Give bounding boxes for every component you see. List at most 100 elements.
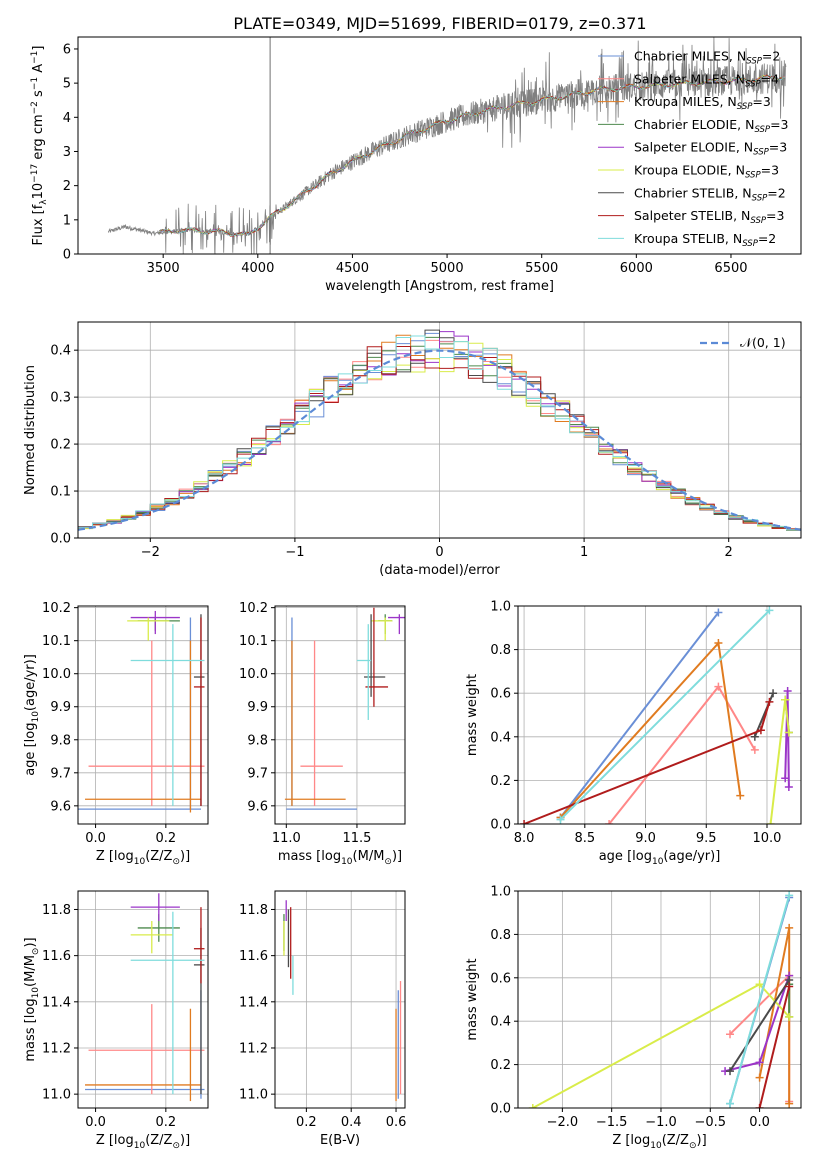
weight-marker — [765, 697, 774, 706]
legend-entry: Salpeter ELODIE, NSSP=3 — [634, 140, 787, 158]
residual-histogram — [78, 335, 801, 538]
x-tick-label: 5000 — [431, 261, 464, 276]
weight-marker — [726, 1099, 735, 1108]
weight-vs-metallicity-panel: −2.0 −1.5 −1.0 −0.5 0.0 0.0 0.2 0.4 0.6 0.8 1.0 Z [… — [465, 885, 802, 1151]
x-tick-label: −0.5 — [694, 1115, 726, 1130]
weight-marker — [785, 923, 794, 932]
label-part: A — [31, 64, 46, 77]
x-tick-label: 0.0 — [749, 1115, 770, 1130]
x-axis-label: Z [log10(Z/Z⊙)] — [96, 1133, 190, 1151]
axes-box — [77, 890, 209, 1109]
x-tick-label: −1 — [285, 545, 304, 560]
y-tick-label: 0.2 — [490, 1058, 511, 1073]
plot-area — [78, 329, 801, 538]
legend-entry: Salpeter STELIB, NSSP=3 — [634, 208, 784, 226]
y-tick-label: 0.6 — [490, 687, 511, 702]
legend-subscript: SSP — [742, 239, 758, 249]
y-tick-label: 9.6 — [247, 799, 268, 814]
y-tick-label: 9.9 — [247, 700, 268, 715]
age-vs-metallicity-panel: 0.0 0.29.69.79.89.910.010.110.2Z [log10(Z… — [23, 601, 209, 867]
legend-name: Salpeter STELIB, N — [634, 208, 750, 223]
legend-subscript: SSP — [750, 216, 766, 226]
legend-entry: Kroupa MILES, NSSP=3 — [634, 94, 771, 112]
legend-name: Kroupa STELIB, N — [634, 231, 742, 246]
y-tick-label: 0.2 — [490, 774, 511, 789]
weight-marker — [756, 726, 765, 735]
x-tick-label: 6500 — [714, 261, 747, 276]
label-part: 10 — [652, 857, 664, 867]
axes-box — [517, 605, 802, 825]
weight-marker — [784, 728, 793, 737]
x-tick-label: 9.5 — [696, 831, 717, 846]
legend-entry: Chabrier MILES, NSSP=2 — [634, 49, 780, 67]
y-tick-label: 1 — [63, 213, 71, 228]
label-part: 10 — [134, 1141, 146, 1151]
label-part: mass [log — [23, 998, 38, 1061]
legend-name: Kroupa ELODIE, N — [634, 163, 745, 178]
weight-marker — [781, 774, 790, 783]
label-part: ⊙ — [31, 948, 41, 956]
y-tick-label: 6 — [63, 42, 71, 57]
weight-marker — [785, 982, 794, 991]
legend-name: Salpeter MILES, N — [634, 71, 745, 86]
y-axis-label: Normed distribution — [23, 365, 38, 495]
label-part: Flux [f — [31, 204, 46, 245]
x-tick-label: 1 — [580, 545, 588, 560]
label-part: Z [log — [96, 849, 134, 864]
label-part: 10 — [134, 857, 146, 867]
legend-value: =3 — [752, 94, 770, 109]
y-tick-label: 0.4 — [490, 1015, 511, 1030]
label-part: age [log — [23, 723, 38, 776]
x-axis-label: Z [log10(Z/Z⊙)] — [612, 1133, 706, 1151]
weight-marker — [784, 782, 793, 791]
axes-box — [274, 890, 406, 1109]
y-tick-label: 9.8 — [247, 733, 268, 748]
plot-area — [284, 607, 405, 810]
y-tick-label: 10.1 — [42, 634, 71, 649]
plot-area — [85, 893, 205, 1102]
x-axis-label: wavelength [Angstrom, rest frame] — [325, 279, 554, 294]
weight-marker — [781, 695, 790, 704]
y-tick-label: 10.1 — [239, 634, 268, 649]
label-part: −2 — [30, 101, 40, 114]
y-tick-label: 0.1 — [50, 485, 71, 500]
normal-reference-curve — [78, 349, 801, 531]
weight-marker — [750, 745, 759, 754]
y-tick-label: 9.6 — [50, 799, 71, 814]
label-part: age [log — [599, 849, 652, 864]
x-tick-label: 0.2 — [155, 1115, 176, 1130]
axes-frame: 3500 4000 4500 5000 5500 6000 6500 0 1 2 3 4 5 6 wavel… — [30, 36, 802, 294]
plot-area — [528, 891, 794, 1108]
y-tick-label: 0.0 — [490, 818, 511, 833]
label-part: 10 — [31, 987, 41, 999]
x-tick-label: 0.6 — [386, 1115, 407, 1130]
weight-line — [758, 986, 791, 1108]
label-part: ⊙ — [172, 1141, 180, 1151]
weight-marker — [769, 689, 778, 698]
y-tick-label: 4 — [63, 111, 71, 126]
weight-marker — [785, 1012, 794, 1021]
legend-subscript: SSP — [746, 57, 762, 67]
weight-marker — [783, 687, 792, 696]
weight-line — [608, 684, 756, 824]
label-part: λ — [39, 199, 49, 205]
legend-entry: Kroupa ELODIE, NSSP=3 — [634, 163, 779, 181]
y-tick-label: 9.7 — [247, 766, 268, 781]
x-tick-label: 3500 — [147, 261, 180, 276]
weight-marker — [785, 1099, 794, 1108]
y-tick-label: 5 — [63, 77, 71, 92]
y-tick-label: 0.4 — [490, 730, 511, 745]
label-part: Z [log — [96, 1133, 134, 1148]
legend-entry: Chabrier ELODIE, NSSP=3 — [634, 117, 789, 135]
y-tick-label: 2 — [63, 179, 71, 194]
legend-subscript: SSP — [753, 148, 769, 158]
weight-marker — [755, 1073, 764, 1082]
y-tick-label: 10.2 — [42, 601, 71, 616]
label-part: −17 — [30, 164, 40, 183]
legend-entry: 𝒩(0, 1) — [740, 335, 786, 350]
y-tick-label: 10.0 — [239, 667, 268, 682]
weight-marker — [714, 639, 723, 648]
legend-value: =2 — [762, 49, 780, 64]
observed-spectrum-line — [107, 37, 787, 254]
